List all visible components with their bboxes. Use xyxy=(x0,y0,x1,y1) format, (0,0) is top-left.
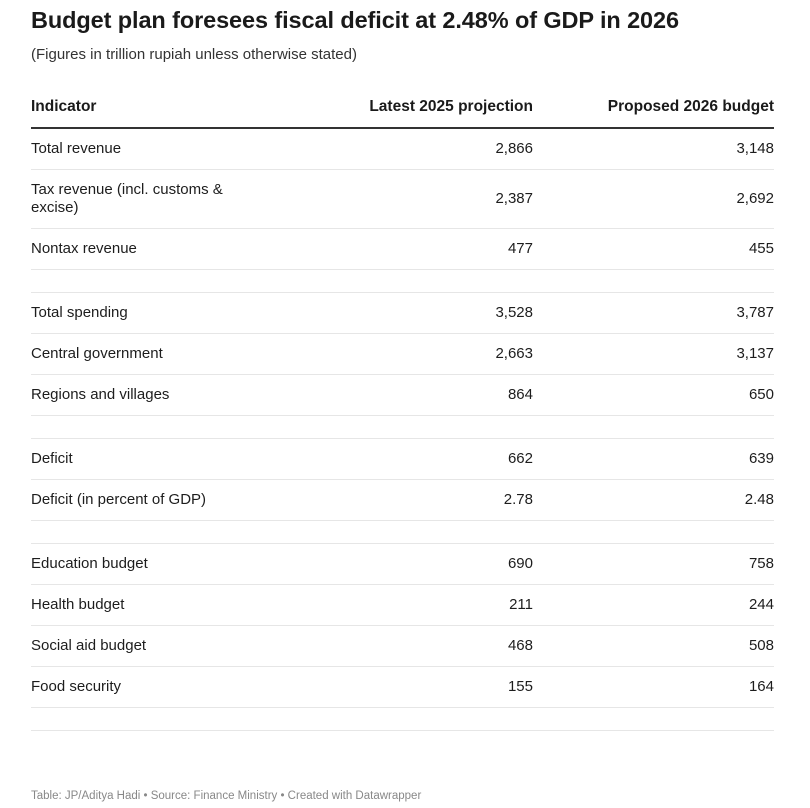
chart-title: Budget plan foresees fiscal deficit at 2… xyxy=(31,7,679,33)
row-label: Tax revenue (incl. customs & excise) xyxy=(31,169,291,229)
value-2025: 2,387 xyxy=(291,169,533,229)
value-2026: 508 xyxy=(533,625,774,667)
column-header-indicator[interactable]: Indicator xyxy=(31,87,291,129)
row-label: Education budget xyxy=(31,543,291,585)
group-spacer-row xyxy=(31,707,774,731)
table-body: Total revenue 2,866 3,148 Tax revenue (incl… xyxy=(31,128,774,731)
table-row: Food security 155 164 xyxy=(31,666,774,708)
value-2025: 211 xyxy=(291,584,533,626)
value-2025: 690 xyxy=(291,543,533,585)
value-2025: 468 xyxy=(291,625,533,667)
table-header-row: Indicator Latest 2025 projection Propose… xyxy=(31,87,774,129)
table-row: Total spending 3,528 3,787 xyxy=(31,292,774,334)
indicator-label: Total spending xyxy=(31,303,128,321)
table-row: Tax revenue (incl. customs & excise) 2,38… xyxy=(31,169,774,229)
value-2026: 650 xyxy=(533,374,774,416)
table-row: Education budget 690 758 xyxy=(31,543,774,585)
spacer-cell xyxy=(533,415,774,439)
row-label: Regions and villages xyxy=(31,374,291,416)
spacer-cell xyxy=(291,415,533,439)
value-2025: 864 xyxy=(291,374,533,416)
table-row: Nontax revenue 477 455 xyxy=(31,228,774,270)
table-row: Total revenue 2,866 3,148 xyxy=(31,128,774,170)
indicator-label: Tax revenue (incl. customs & excise) xyxy=(31,180,223,216)
indicator-label: Deficit xyxy=(31,449,73,467)
row-label: Deficit xyxy=(31,438,291,480)
table-row: Regions and villages 864 650 xyxy=(31,374,774,416)
spacer-cell xyxy=(533,269,774,293)
indicator-label: Food security xyxy=(31,677,122,695)
table-row: Social aid budget 468 508 xyxy=(31,625,774,667)
spacer-cell xyxy=(533,707,774,731)
spacer-cell xyxy=(291,520,533,544)
spacer-cell xyxy=(31,707,291,731)
spacer-cell xyxy=(291,269,533,293)
value-2025: 155 xyxy=(291,666,533,708)
value-2026: 455 xyxy=(533,228,774,270)
value-2026: 164 xyxy=(533,666,774,708)
value-2026: 639 xyxy=(533,438,774,480)
group-spacer-row xyxy=(31,520,774,544)
row-label: Nontax revenue xyxy=(31,228,291,270)
indicator-label: Nontax revenue xyxy=(31,239,137,257)
row-label: Total revenue xyxy=(31,128,291,170)
row-label: Social aid budget xyxy=(31,625,291,667)
indicator-label: Social aid budget xyxy=(31,636,147,654)
indicator-label: Central government xyxy=(31,344,163,362)
column-header-2026[interactable]: Proposed 2026 budget xyxy=(533,87,774,129)
value-2025: 2,663 xyxy=(291,333,533,375)
value-2025: 2.78 xyxy=(291,479,533,521)
value-2025: 477 xyxy=(291,228,533,270)
indicator-label: Deficit (in percent of GDP) xyxy=(31,490,207,508)
row-label: Deficit (in percent of GDP) xyxy=(31,479,291,521)
indicator-label: Education budget xyxy=(31,554,148,572)
value-2026: 244 xyxy=(533,584,774,626)
indicator-label: Regions and villages xyxy=(31,385,170,403)
row-label: Central government xyxy=(31,333,291,375)
chart-subtitle: (Figures in trillion rupiah unless other… xyxy=(31,46,357,63)
value-2026: 3,787 xyxy=(533,292,774,334)
table-row: Central government 2,663 3,137 xyxy=(31,333,774,375)
row-label: Food security xyxy=(31,666,291,708)
value-2026: 2.48 xyxy=(533,479,774,521)
spacer-cell xyxy=(31,520,291,544)
spacer-cell xyxy=(291,707,533,731)
spacer-cell xyxy=(533,520,774,544)
value-2026: 2,692 xyxy=(533,169,774,229)
indicator-label: Health budget xyxy=(31,595,125,613)
table-row: Deficit 662 639 xyxy=(31,438,774,480)
value-2025: 2,866 xyxy=(291,128,533,170)
source-footer: Table: JP/Aditya Hadi • Source: Finance … xyxy=(31,790,422,802)
column-header-2025[interactable]: Latest 2025 projection xyxy=(291,87,533,129)
row-label: Health budget xyxy=(31,584,291,626)
value-2025: 3,528 xyxy=(291,292,533,334)
value-2025: 662 xyxy=(291,438,533,480)
group-spacer-row xyxy=(31,269,774,293)
value-2026: 3,148 xyxy=(533,128,774,170)
table-row: Deficit (in percent of GDP) 2.78 2.48 xyxy=(31,479,774,521)
table-row: Health budget 211 244 xyxy=(31,584,774,626)
indicator-label: Total revenue xyxy=(31,139,122,157)
group-spacer-row xyxy=(31,415,774,439)
row-label: Total spending xyxy=(31,292,291,334)
budget-table: Indicator Latest 2025 projection Propose… xyxy=(31,87,774,731)
spacer-cell xyxy=(31,269,291,293)
value-2026: 758 xyxy=(533,543,774,585)
value-2026: 3,137 xyxy=(533,333,774,375)
spacer-cell xyxy=(31,415,291,439)
